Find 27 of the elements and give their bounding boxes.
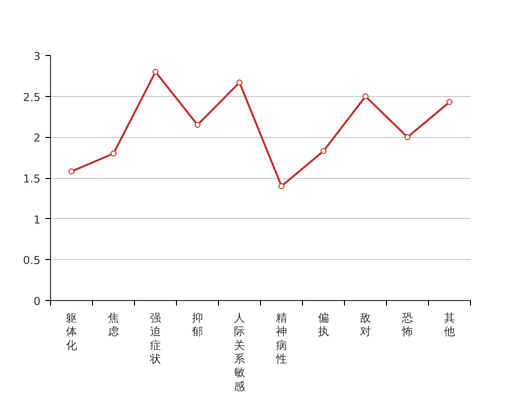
point xyxy=(320,148,326,154)
point xyxy=(236,79,242,86)
x-tick-label: 偏执 xyxy=(318,312,329,338)
x-tick-label: 恐怖 xyxy=(401,312,413,338)
x-tick-label: 精神病性 xyxy=(275,312,287,366)
x-tick-label: 敌对 xyxy=(360,312,371,338)
x-tick-label: 焦虑 xyxy=(108,312,119,338)
point xyxy=(110,150,116,156)
point xyxy=(404,134,410,140)
x-tick-label: 躯体化 xyxy=(66,312,77,352)
point xyxy=(446,99,452,106)
y-tick-label: 2.5 xyxy=(23,90,41,104)
point xyxy=(194,122,200,128)
point xyxy=(278,183,284,190)
y-tick-label: 0.5 xyxy=(23,254,41,268)
y-tick-label: 0 xyxy=(34,295,40,308)
x-tick-label: 抑郁 xyxy=(192,312,203,338)
y-tick-label: 1.5 xyxy=(23,172,41,186)
y-tick-label: 3 xyxy=(34,50,40,63)
y-tick-label: 2 xyxy=(34,132,40,145)
x-tick-label: 其他 xyxy=(444,312,455,338)
point xyxy=(68,168,74,174)
point xyxy=(362,93,368,100)
point xyxy=(152,68,158,75)
x-tick-label: 强迫症状 xyxy=(149,312,161,366)
y-tick-label: 1 xyxy=(34,213,40,226)
x-tick-label: 人际关系敏感 xyxy=(234,312,245,393)
